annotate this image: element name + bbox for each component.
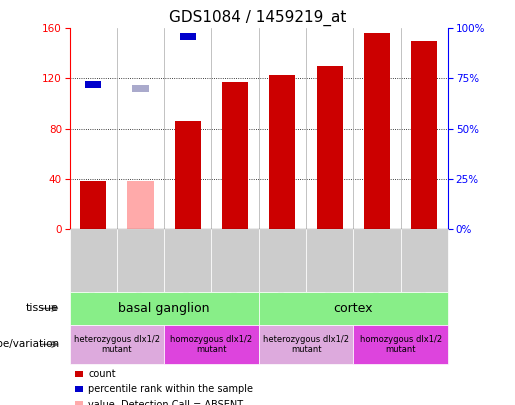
Text: basal ganglion: basal ganglion (118, 302, 210, 315)
Bar (274, 1, 291, 7)
Bar (411, 41, 437, 229)
Bar (364, 33, 390, 229)
Text: tissue: tissue (26, 303, 59, 313)
Text: cortex: cortex (334, 302, 373, 315)
Text: homozygous dlx1/2
mutant: homozygous dlx1/2 mutant (359, 335, 442, 354)
Text: percentile rank within the sample: percentile rank within the sample (88, 384, 253, 394)
Text: homozygous dlx1/2
mutant: homozygous dlx1/2 mutant (170, 335, 252, 354)
Text: count: count (88, 369, 116, 379)
Text: heterozygous dlx1/2
mutant: heterozygous dlx1/2 mutant (263, 335, 349, 354)
Text: GDS1084 / 1459219_at: GDS1084 / 1459219_at (169, 10, 346, 26)
Bar (85, 81, 101, 87)
Bar (227, 1, 244, 7)
Bar (80, 181, 106, 229)
Bar (317, 66, 343, 229)
Text: genotype/variation: genotype/variation (0, 339, 59, 350)
Bar (180, 33, 196, 40)
Bar (222, 82, 248, 229)
Text: value, Detection Call = ABSENT: value, Detection Call = ABSENT (88, 400, 243, 405)
Bar (132, 85, 149, 92)
Bar (175, 121, 201, 229)
Text: heterozygous dlx1/2
mutant: heterozygous dlx1/2 mutant (74, 335, 160, 354)
Bar (269, 75, 296, 229)
Bar (128, 181, 153, 229)
